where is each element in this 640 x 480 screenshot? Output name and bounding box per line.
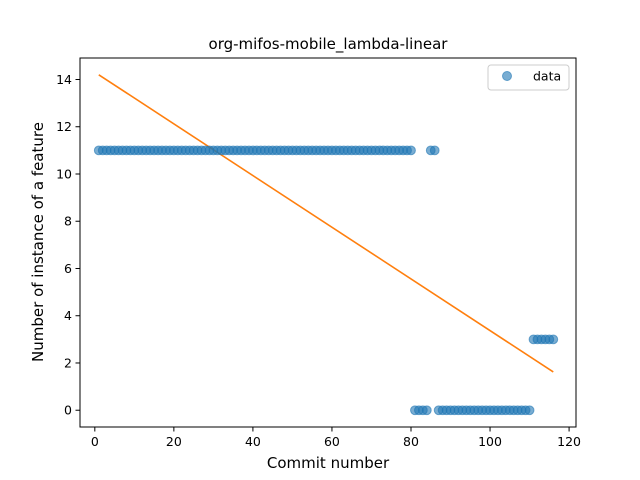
legend-label-data: data [533, 69, 561, 84]
x-axis-label: Commit number [267, 454, 390, 472]
x-tick-label: 20 [166, 434, 182, 449]
y-tick-label: 6 [64, 261, 72, 276]
y-tick-label: 8 [64, 214, 72, 229]
x-tick-label: 120 [557, 434, 581, 449]
plot-frame [79, 57, 577, 428]
y-tick-label: 10 [56, 166, 72, 181]
x-tick-label: 100 [478, 434, 502, 449]
y-axis-label: Number of instance of a feature [29, 122, 47, 362]
y-tick-label: 0 [64, 403, 72, 418]
x-tick-label: 80 [403, 434, 419, 449]
x-tick-label: 40 [245, 434, 261, 449]
data-point [548, 334, 559, 345]
x-axis: 0 20 40 60 80 100 120 [91, 427, 581, 449]
data-point [429, 145, 440, 156]
y-tick-label: 14 [56, 72, 72, 87]
x-tick-label: 0 [91, 434, 99, 449]
fit-line [98, 74, 554, 373]
plot-area [79, 57, 577, 428]
y-tick-label: 2 [64, 355, 72, 370]
data-points-layer [93, 145, 559, 416]
fit-line-layer [98, 74, 554, 373]
x-tick-label: 60 [324, 434, 340, 449]
y-axis: 0 2 4 6 8 10 12 14 [56, 72, 80, 418]
data-point [421, 405, 432, 416]
plot-background [80, 58, 576, 427]
legend: data [487, 64, 570, 91]
y-tick-label: 12 [56, 119, 72, 134]
y-tick-label: 4 [64, 308, 72, 323]
chart-title: org-mifos-mobile_lambda-linear [209, 35, 449, 54]
legend-marker-data [502, 71, 512, 81]
data-point [406, 145, 416, 156]
data-point [524, 405, 535, 416]
